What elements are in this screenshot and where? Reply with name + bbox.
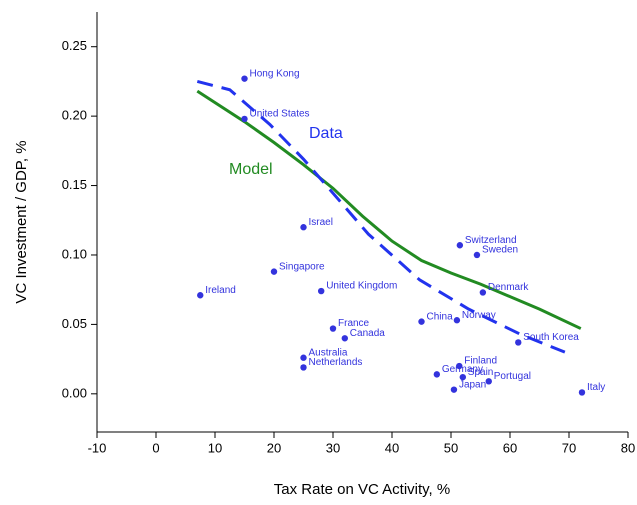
x-axis-title: Tax Rate on VC Activity, %	[274, 481, 450, 498]
y-tick-label: 0.05	[62, 316, 87, 331]
point-label: South Korea	[523, 332, 579, 343]
point-label: Finland	[464, 356, 497, 367]
point-label: Sweden	[482, 245, 518, 256]
point-label: Netherlands	[309, 357, 363, 368]
scatter-point	[318, 287, 325, 295]
scatter-point	[341, 335, 348, 342]
x-tick-label: 70	[562, 440, 576, 455]
y-tick-label: 0.25	[62, 38, 87, 53]
x-tick-label: 40	[385, 440, 399, 455]
point-label: Germany	[442, 364, 483, 375]
x-tick-label: 60	[503, 440, 517, 455]
point-label: Italy	[587, 382, 605, 393]
scatter-point	[473, 251, 481, 259]
scatter-point	[453, 317, 461, 324]
scatter-point	[197, 292, 204, 299]
point-label: Australia	[309, 347, 348, 358]
scatter-point	[300, 224, 307, 231]
scatter-point	[433, 371, 441, 378]
y-tick-label: 0.20	[62, 108, 87, 123]
scatter-point	[300, 364, 307, 371]
line-series	[196, 79, 566, 354]
scatter-point	[270, 268, 278, 275]
point-label: China	[427, 311, 454, 322]
scatter-point	[329, 325, 337, 332]
point-label: Denmark	[488, 282, 530, 293]
x-tick-label: 10	[208, 440, 222, 455]
point-label: Norway	[462, 310, 496, 321]
x-tick-label: 0	[152, 440, 159, 455]
scatter-point	[300, 354, 307, 361]
scatter-point	[456, 362, 463, 370]
point-label: Japan	[459, 379, 486, 390]
point-label: Israel	[309, 217, 333, 228]
point-label: Singapore	[279, 261, 325, 272]
scatter-point	[456, 242, 464, 249]
scatter-point	[450, 386, 458, 393]
y-tick-label: 0.10	[62, 246, 87, 261]
scatter-point	[479, 289, 487, 296]
x-tick-label: 20	[267, 440, 281, 455]
scatter-point	[515, 339, 522, 346]
scatter-point	[485, 378, 492, 385]
series-label: Model	[229, 161, 273, 178]
x-tick-label: 50	[444, 440, 458, 455]
point-label: Switzerland	[465, 235, 517, 246]
point-label: France	[338, 318, 370, 329]
y-tick-label: 0.15	[62, 177, 87, 192]
point-label: Ireland	[205, 285, 236, 296]
point-label: Hong Kong	[250, 68, 300, 79]
point-label: Portugal	[494, 371, 531, 382]
scatter-point	[578, 389, 586, 396]
scatter-point	[459, 373, 466, 381]
line-series	[196, 89, 582, 330]
series-label: Data	[309, 125, 343, 142]
point-label: United States	[250, 109, 310, 120]
y-axis-title: VC Investment / GDP, %	[13, 140, 30, 303]
y-tick-label: 0.00	[62, 385, 87, 400]
scatter-point	[241, 115, 248, 123]
x-tick-label: 80	[621, 440, 635, 455]
point-label: United Kingdom	[326, 281, 397, 292]
x-tick-label: 30	[326, 440, 340, 455]
x-tick-label: -10	[88, 440, 107, 455]
scatter-point	[418, 318, 425, 325]
scatter-point	[241, 75, 248, 82]
point-label: Spain	[468, 367, 494, 378]
point-label: Canada	[350, 328, 385, 339]
